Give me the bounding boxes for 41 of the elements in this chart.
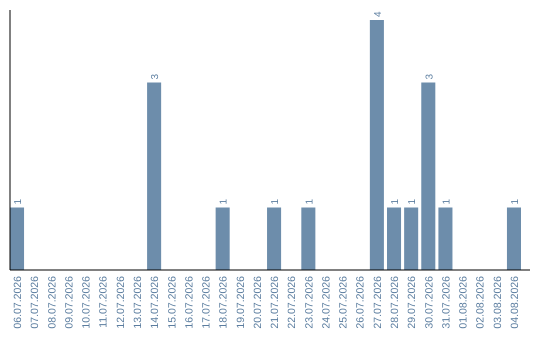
- data-label: 1: [390, 198, 402, 204]
- data-label: 1: [218, 198, 230, 204]
- x-tick-label: 13.07.2026: [132, 276, 144, 329]
- x-tick-label: 29.07.2026: [406, 276, 418, 329]
- x-tick-label: 01.08.2026: [458, 276, 470, 329]
- data-label: 1: [304, 198, 316, 204]
- x-tick-label: 21.07.2026: [269, 276, 282, 329]
- data-label: 1: [441, 198, 452, 204]
- x-tick-label: 02.08.2026: [474, 276, 487, 329]
- x-tick-label: 04.08.2026: [508, 276, 521, 329]
- x-tick-label: 15.07.2026: [166, 276, 178, 329]
- x-tick-label: 30.07.2026: [423, 276, 436, 329]
- data-label: 1: [13, 198, 24, 204]
- x-tick-label: 26.07.2026: [354, 276, 367, 329]
- x-tick-label: 23.07.2026: [303, 276, 316, 329]
- data-label: 3: [150, 74, 162, 80]
- x-tick-label: 09.07.2026: [63, 276, 76, 329]
- x-tick-label: 28.07.2026: [389, 276, 402, 329]
- x-tick-label: 18.07.2026: [218, 276, 230, 329]
- data-label: 3: [424, 74, 436, 80]
- data-label: 1: [510, 198, 521, 204]
- x-tick-label: 07.07.2026: [29, 276, 42, 329]
- x-tick-label: 10.07.2026: [80, 276, 93, 329]
- x-tick-label: 22.07.2026: [286, 276, 298, 329]
- x-tick-label: 06.07.2026: [12, 276, 24, 329]
- data-label: 1: [270, 198, 282, 204]
- data-label: 1: [407, 198, 418, 204]
- x-tick-label: 20.07.2026: [252, 276, 264, 329]
- x-tick-label: 19.07.2026: [234, 276, 247, 329]
- x-tick-label: 31.07.2026: [440, 276, 452, 329]
- x-tick-label: 14.07.2026: [149, 276, 162, 329]
- x-tick-label: 17.07.2026: [200, 276, 213, 329]
- x-tick-label: 11.07.2026: [98, 276, 110, 328]
- x-tick-label: 25.07.2026: [338, 276, 350, 329]
- x-tick-label: 27.07.2026: [372, 276, 384, 329]
- x-tick-label: 03.08.2026: [492, 276, 504, 329]
- data-label: 4: [372, 11, 384, 17]
- x-tick-label: 08.07.2026: [46, 276, 58, 329]
- x-tick-label: 16.07.2026: [183, 276, 196, 329]
- x-tick-label: 12.07.2026: [114, 276, 127, 329]
- x-tick-label: 24.07.2026: [320, 276, 332, 329]
